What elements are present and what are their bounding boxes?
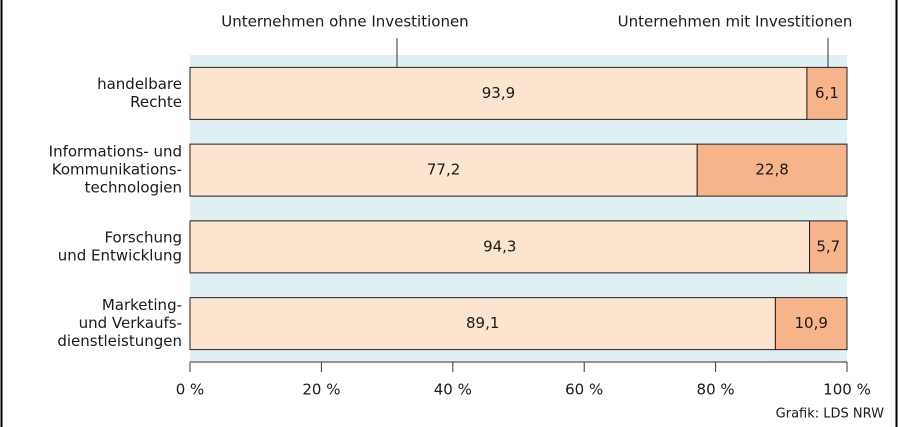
value-label: 94,3: [483, 237, 516, 255]
y-tick-label: und Verkaufs-: [79, 314, 182, 332]
value-label: 10,9: [794, 314, 827, 332]
y-tick-label: Forschung: [104, 228, 182, 246]
x-tick-label: 80 %: [697, 381, 735, 399]
legend-label: Unternehmen mit Investitionen: [618, 13, 853, 31]
y-tick-label: dienstleistungen: [57, 332, 182, 350]
x-tick-label: 0 %: [176, 381, 205, 399]
value-label: 89,1: [466, 314, 499, 332]
legend-label: Unternehmen ohne Investitionen: [221, 13, 468, 31]
y-tick-label: und Entwicklung: [58, 246, 182, 264]
y-tick-label: technologien: [85, 179, 182, 197]
value-label: 77,2: [427, 161, 460, 179]
y-tick-label: Marketing-: [102, 296, 182, 314]
x-tick-label: 20 %: [302, 381, 340, 399]
x-tick-label: 100 %: [823, 381, 871, 399]
bar-segment: [189, 297, 776, 351]
y-tick-label: Rechte: [130, 93, 182, 111]
bar-segment: [189, 143, 698, 197]
value-label: 93,9: [482, 84, 515, 102]
bar-segment: [189, 220, 811, 274]
x-tick-label: 40 %: [434, 381, 472, 399]
source: Grafik: LDS NRW: [776, 407, 884, 422]
bar-segment: [774, 297, 848, 351]
value-label: 5,7: [816, 237, 840, 255]
y-tick-label: Kommunikations-: [52, 161, 182, 179]
y-tick-label: Informations- und: [49, 143, 182, 161]
y-tick-label: handelbare: [97, 75, 182, 93]
bar-segment: [696, 143, 848, 197]
value-label: 22,8: [755, 161, 788, 179]
x-tick-label: 60 %: [565, 381, 603, 399]
value-label: 6,1: [815, 84, 839, 102]
bar-segment: [806, 66, 848, 120]
bar-segment: [809, 220, 848, 274]
